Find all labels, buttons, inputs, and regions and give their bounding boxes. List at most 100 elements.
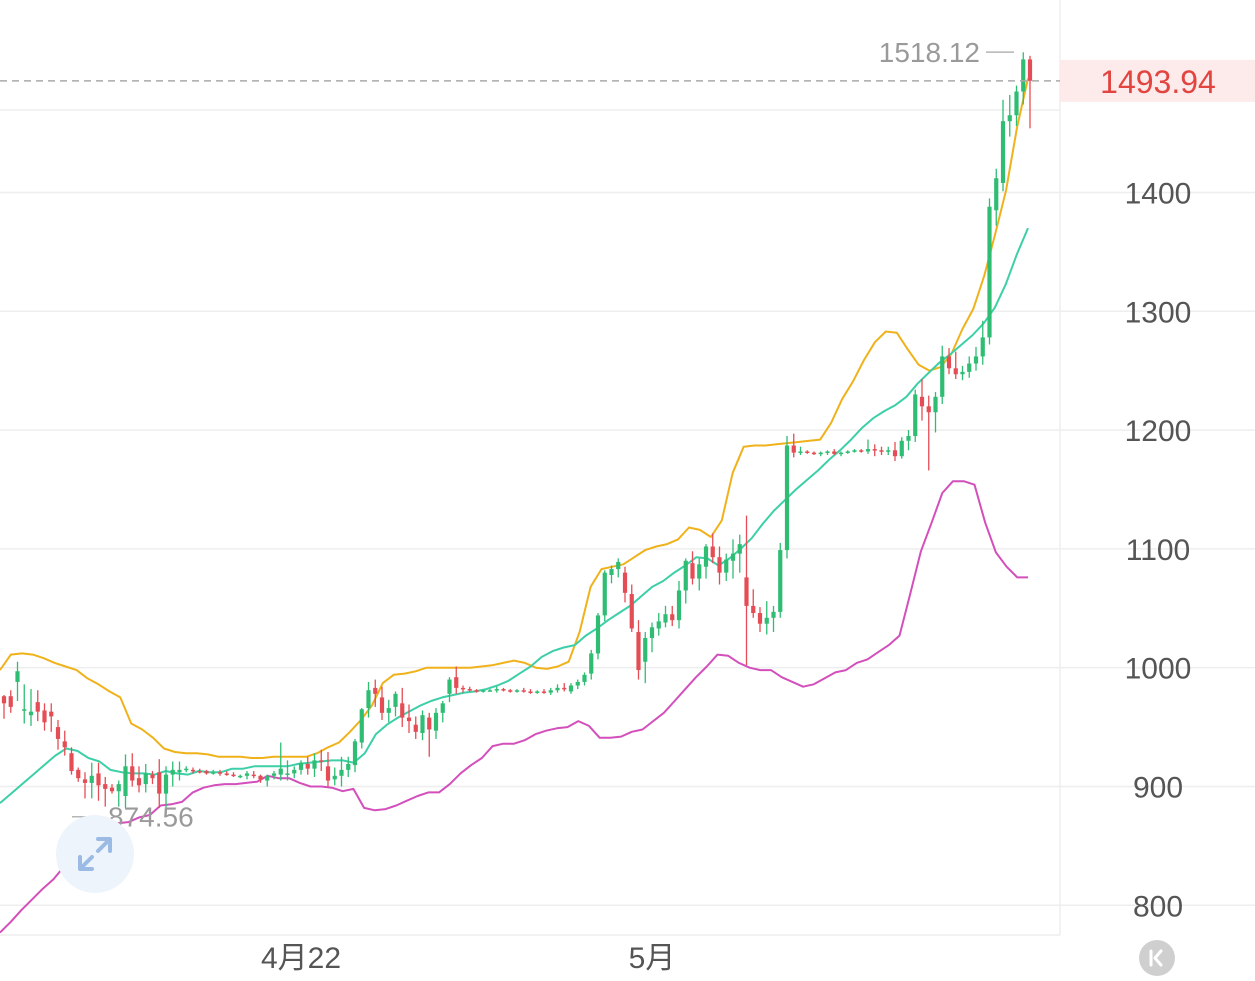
candle-body — [89, 775, 94, 783]
candle — [501, 687, 506, 692]
candle — [555, 684, 560, 693]
candle — [251, 771, 256, 779]
candle-body — [231, 774, 236, 777]
candle-body — [562, 687, 567, 690]
candle — [467, 686, 472, 692]
candle — [582, 672, 587, 686]
x-tick-label: 4月22 — [261, 942, 341, 973]
candle — [690, 551, 695, 585]
candle-body — [535, 691, 540, 693]
candle — [872, 444, 877, 457]
candle-body — [946, 356, 952, 369]
candle-body — [548, 690, 553, 693]
candle — [278, 742, 283, 781]
candle — [379, 686, 385, 720]
candle — [994, 168, 999, 226]
candle-body — [987, 206, 992, 338]
candle-body — [130, 766, 135, 781]
candle — [589, 649, 594, 680]
candle-body — [319, 760, 324, 762]
candle — [224, 771, 229, 776]
candle — [751, 589, 756, 618]
candle-body — [1021, 59, 1026, 92]
candle — [366, 681, 371, 718]
candle-body — [204, 771, 209, 774]
candle — [865, 439, 871, 454]
candle-body — [973, 356, 979, 364]
candle — [285, 760, 290, 781]
candle-body — [366, 690, 371, 709]
y-tick-label: 900 — [1133, 771, 1183, 804]
candle-body — [845, 451, 850, 453]
candle — [973, 346, 979, 371]
candle-body — [1000, 121, 1006, 183]
candle-body — [62, 741, 67, 748]
candle — [636, 620, 641, 680]
candle — [143, 763, 148, 793]
candle — [744, 515, 749, 666]
candle — [1021, 52, 1026, 105]
candle — [967, 356, 972, 378]
candle-body — [69, 753, 74, 772]
candle — [487, 689, 493, 692]
candle — [568, 683, 574, 694]
candle-body — [312, 760, 317, 769]
candle-body — [379, 697, 385, 713]
candle — [82, 772, 88, 799]
candle — [609, 565, 614, 584]
middle-band-line — [0, 227, 1029, 804]
candle-body — [258, 775, 263, 780]
candle — [656, 613, 661, 636]
candle — [676, 580, 682, 629]
candle-body — [373, 687, 378, 694]
candle-body — [933, 396, 938, 413]
candle — [575, 679, 580, 690]
expand-chart-button[interactable] — [56, 815, 134, 893]
candle — [312, 753, 317, 777]
candle-body — [771, 611, 776, 618]
candle — [332, 767, 337, 786]
candle-body — [602, 572, 607, 616]
candle-body — [730, 553, 736, 561]
candle — [832, 449, 837, 456]
candle-body — [123, 766, 128, 796]
candle-body — [55, 727, 61, 739]
candle-body — [359, 709, 364, 743]
candle-body — [143, 773, 148, 785]
candle — [663, 605, 668, 628]
candle-body — [251, 774, 256, 777]
candle — [784, 436, 790, 559]
candle — [89, 762, 94, 799]
candle-body — [325, 766, 331, 781]
candle-body — [616, 561, 621, 570]
candle-body — [751, 605, 756, 614]
candle-body — [811, 452, 817, 455]
candle-body — [487, 690, 493, 692]
candle-body — [953, 368, 958, 375]
candle-body — [683, 560, 688, 591]
y-tick-label: 1000 — [1125, 653, 1192, 686]
candle — [440, 700, 445, 723]
candle — [325, 752, 331, 787]
candle — [845, 450, 850, 454]
candle — [737, 534, 742, 573]
candle — [528, 689, 533, 694]
candle-body — [271, 773, 277, 776]
candle-body — [413, 724, 418, 732]
candle-body — [184, 768, 189, 771]
candle-body — [980, 337, 985, 357]
candle — [339, 756, 344, 787]
candle — [49, 703, 54, 732]
candle — [386, 699, 391, 723]
candle — [177, 761, 182, 781]
candle — [427, 712, 432, 757]
candle — [170, 761, 175, 787]
grid-lines — [0, 109, 1255, 907]
candle-body — [636, 632, 641, 671]
kline-toggle-button[interactable] — [1139, 940, 1175, 976]
candle — [757, 607, 763, 633]
candle-body — [305, 763, 310, 769]
candle-body — [406, 717, 412, 722]
candle-body — [35, 702, 40, 712]
